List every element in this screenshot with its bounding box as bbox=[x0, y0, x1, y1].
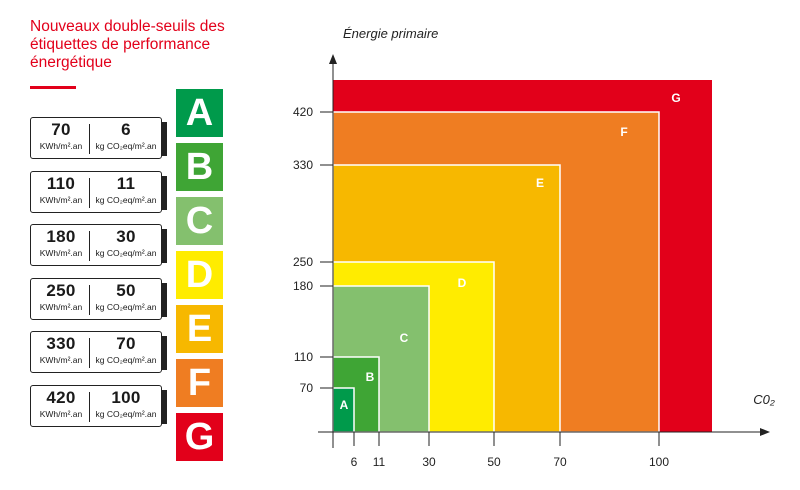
x-tick-label: 30 bbox=[422, 455, 436, 469]
class-tile-d: D bbox=[176, 251, 223, 299]
co2-threshold: 70 bbox=[116, 334, 136, 353]
threshold-box-b: 110 KWh/m².an 11 kg CO₂eq/m².an bbox=[30, 170, 167, 213]
divider bbox=[89, 338, 90, 368]
class-region-label-e: E bbox=[536, 176, 544, 190]
divider bbox=[89, 231, 90, 261]
title-underline bbox=[30, 86, 76, 89]
co2-unit: kg CO₂eq/m².an bbox=[95, 194, 157, 205]
co2-threshold: 50 bbox=[116, 280, 136, 300]
energy-unit: KWh/m².an bbox=[39, 194, 83, 205]
energy-threshold: 180 bbox=[46, 227, 76, 246]
class-region-label-f: F bbox=[620, 125, 627, 139]
class-region-label-b: B bbox=[366, 370, 375, 384]
divider bbox=[89, 284, 90, 315]
x-axis-arrow-icon bbox=[760, 428, 770, 436]
class-region-label-a: A bbox=[340, 398, 349, 412]
y-tick-label: 330 bbox=[293, 158, 313, 172]
class-region-label-c: C bbox=[400, 331, 409, 345]
energy-threshold: 110 bbox=[46, 173, 76, 193]
threshold-box-a: 70 KWh/m².an 6 kg CO₂eq/m².an bbox=[30, 117, 167, 159]
y-tick-label: 110 bbox=[294, 350, 313, 364]
threshold-box-d: 250 KWh/m².an 50 kg CO₂eq/m².an bbox=[30, 277, 167, 320]
x-tick-label: 100 bbox=[649, 455, 669, 469]
x-tick-label: 6 bbox=[351, 455, 358, 469]
energy-unit: KWh/m².an bbox=[39, 301, 83, 312]
y-tick-label: 180 bbox=[293, 279, 313, 293]
y-tick-label: 250 bbox=[293, 255, 313, 269]
co2-unit: kg CO₂eq/m².an bbox=[95, 248, 157, 258]
y-tick-label: 70 bbox=[300, 381, 314, 395]
energy-threshold: 420 bbox=[46, 387, 76, 407]
y-axis-title: Énergie primaire bbox=[343, 26, 438, 41]
divider bbox=[89, 177, 90, 208]
energy-unit: KWh/m².an bbox=[39, 248, 83, 258]
threshold-box-f: 420 KWh/m².an 100 kg CO₂eq/m².an bbox=[30, 384, 167, 427]
threshold-box-c: 180 KWh/m².an 30 kg CO₂eq/m².an bbox=[30, 224, 167, 266]
energy-threshold: 250 bbox=[46, 280, 76, 300]
class-tile-f: F bbox=[176, 359, 223, 407]
co2-unit: kg CO₂eq/m².an bbox=[95, 408, 157, 419]
divider bbox=[89, 124, 90, 154]
divider bbox=[89, 391, 90, 422]
threshold-box-e: 330 KWh/m².an 70 kg CO₂eq/m².an bbox=[30, 331, 167, 373]
class-tile-g: G bbox=[176, 413, 223, 461]
class-tile-e: E bbox=[176, 305, 223, 353]
class-region-label-g: G bbox=[671, 91, 680, 105]
energy-threshold: 330 bbox=[46, 334, 76, 353]
y-axis-arrow-icon bbox=[329, 54, 337, 64]
class-tile-a: A bbox=[176, 89, 223, 137]
x-axis-title: C0₂ bbox=[753, 392, 775, 407]
x-tick-label: 70 bbox=[553, 455, 567, 469]
co2-threshold: 100 bbox=[111, 387, 141, 407]
co2-unit: kg CO₂eq/m².an bbox=[95, 301, 157, 312]
class-tile-c: C bbox=[176, 197, 223, 245]
energy-threshold: 70 bbox=[51, 120, 71, 139]
co2-unit: kg CO₂eq/m².an bbox=[95, 141, 157, 151]
co2-threshold: 30 bbox=[116, 227, 136, 246]
co2-unit: kg CO₂eq/m².an bbox=[95, 355, 157, 365]
class-region-label-d: D bbox=[458, 276, 467, 290]
energy-unit: KWh/m².an bbox=[39, 408, 83, 419]
page-title: Nouveaux double-seuils des étiquettes de… bbox=[30, 18, 225, 71]
energy-unit: KWh/m².an bbox=[39, 355, 83, 365]
x-tick-label: 11 bbox=[373, 455, 386, 469]
x-tick-label: 50 bbox=[487, 455, 501, 469]
y-tick-label: 420 bbox=[293, 105, 313, 119]
energy-unit: KWh/m².an bbox=[39, 141, 83, 151]
co2-threshold: 6 bbox=[121, 120, 131, 139]
co2-threshold: 11 bbox=[116, 173, 136, 193]
class-tile-b: B bbox=[176, 143, 223, 191]
